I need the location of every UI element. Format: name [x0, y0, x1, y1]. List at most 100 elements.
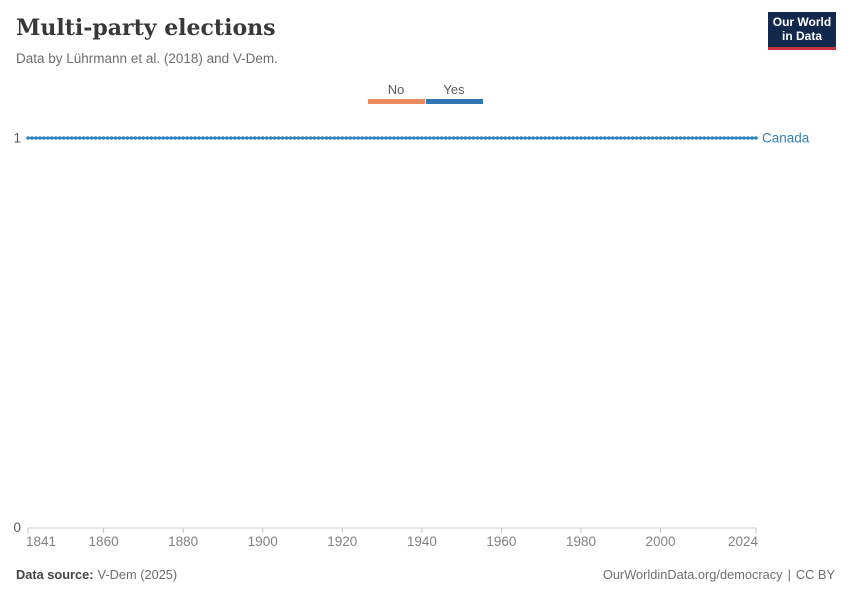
series-point [467, 136, 472, 140]
series-point [189, 136, 193, 140]
series-point [117, 136, 122, 140]
series-point [694, 136, 699, 140]
series-point [459, 136, 464, 140]
series-point [487, 136, 492, 140]
x-tick-label: 1841 [26, 534, 56, 549]
series-point [113, 136, 118, 140]
series-point [535, 136, 540, 140]
series-point [622, 136, 627, 140]
series-point [682, 136, 687, 140]
legend-label-yes: Yes [443, 82, 465, 97]
legend-item-no[interactable]: No [367, 82, 425, 104]
series-point [479, 136, 484, 140]
series-point [205, 136, 209, 140]
series-point [511, 136, 516, 140]
series-point [587, 136, 591, 140]
series-point [73, 136, 78, 140]
owid-logo-line1: Our World [772, 15, 832, 29]
series-point [396, 136, 400, 140]
series-point [650, 136, 655, 140]
series-point [320, 136, 325, 140]
series-point [42, 136, 46, 140]
series-point [161, 136, 166, 140]
series-point [69, 136, 74, 140]
x-tick-label: 1880 [168, 534, 198, 549]
series-point [539, 136, 543, 140]
series-point [165, 136, 170, 140]
series-point [217, 136, 221, 140]
series-point [268, 136, 273, 140]
series-point [531, 136, 536, 140]
x-tick-label: 2000 [646, 534, 676, 549]
series-point [288, 136, 293, 140]
series-point [109, 136, 114, 140]
series-point [718, 136, 722, 140]
series-point [555, 136, 559, 140]
series-point [380, 136, 384, 140]
series-point [599, 136, 603, 140]
series-point [654, 136, 659, 140]
series-point [141, 136, 146, 140]
series-point [308, 136, 313, 140]
data-source-value: V-Dem (2025) [97, 567, 178, 582]
footer-right: OurWorldinData.org/democracy | CC BY [603, 567, 835, 582]
series-point [336, 136, 341, 140]
series-point [137, 136, 142, 140]
series-point [690, 136, 695, 140]
x-tick-label: 2024 [728, 534, 759, 549]
legend-label-no: No [387, 82, 405, 97]
series-point [332, 136, 337, 140]
series-point [264, 136, 269, 140]
series-point [372, 136, 376, 140]
page-title: Multi-party elections [16, 15, 276, 41]
series-point [324, 136, 329, 140]
series-point [213, 136, 217, 140]
series-point [547, 136, 551, 140]
series-point [77, 136, 82, 140]
series-point [686, 136, 691, 140]
series-point [352, 136, 357, 140]
series-point [670, 136, 675, 140]
series-point [519, 136, 524, 140]
series-point [121, 136, 126, 140]
series-point [750, 136, 754, 140]
series-point [543, 136, 547, 140]
series-point [344, 136, 349, 140]
series-point [89, 136, 94, 140]
owid-logo-line2: in Data [781, 28, 822, 43]
series-point [46, 136, 50, 140]
series-point [614, 136, 619, 140]
series-point [523, 136, 528, 140]
series-point [276, 136, 281, 140]
series-point [738, 136, 742, 140]
series-point [583, 136, 587, 140]
series-point [316, 136, 321, 140]
series-point [129, 136, 134, 140]
owid-logo[interactable]: Our World in Data [768, 12, 836, 50]
series-point [495, 136, 500, 140]
footer-link[interactable]: OurWorldinData.org/democracy [602, 567, 783, 582]
series-point [38, 136, 42, 140]
series-point [412, 136, 416, 140]
series-point [30, 136, 34, 140]
series-point [591, 136, 595, 140]
series-point [408, 136, 412, 140]
series-point [185, 136, 189, 140]
series-point [742, 136, 746, 140]
series-point [416, 136, 420, 140]
series-point [312, 136, 317, 140]
series-point [244, 136, 249, 140]
series-point [626, 136, 631, 140]
legend-item-yes[interactable]: Yes [425, 82, 483, 104]
series-point [754, 136, 758, 140]
series-point [579, 136, 583, 140]
series-point [181, 136, 185, 140]
series-point [571, 136, 575, 140]
series-point [292, 136, 297, 140]
series-point [364, 136, 368, 140]
legend-swatch-no [367, 99, 425, 104]
series-point [225, 136, 229, 140]
x-tick-label: 1960 [486, 534, 516, 549]
x-tick-label: 1860 [89, 534, 119, 549]
